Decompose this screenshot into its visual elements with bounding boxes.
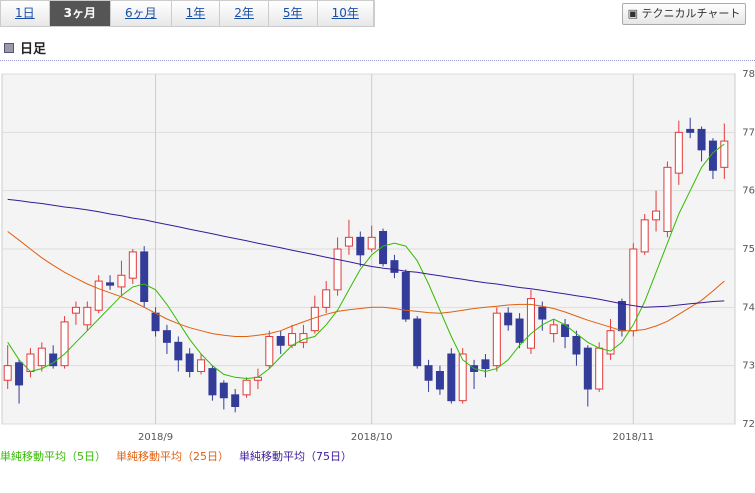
moving-average-line	[7, 143, 725, 380]
technical-chart-button[interactable]: ▣ テクニカルチャート	[622, 3, 746, 25]
candle-body	[174, 341, 183, 361]
candle-body	[515, 318, 524, 343]
candle-body	[219, 382, 228, 399]
candle-body	[333, 248, 342, 291]
candle-body	[117, 274, 126, 288]
candle-body	[640, 219, 649, 253]
candle-body	[151, 312, 160, 332]
candle-body	[583, 347, 592, 390]
candle-body	[208, 368, 217, 396]
candle-body	[83, 306, 92, 326]
y-tick-label: 77	[742, 127, 755, 138]
candle-body	[674, 131, 683, 174]
candle-body	[708, 140, 717, 171]
period-tab[interactable]: 6ヶ月	[111, 1, 172, 26]
period-tab[interactable]: 10年	[317, 1, 374, 26]
candle-body	[71, 306, 80, 314]
moving-average-line	[7, 231, 725, 337]
x-tick-label: 2018/11	[613, 432, 655, 443]
candle-body	[197, 359, 206, 373]
candle-body	[379, 231, 388, 265]
period-tabs: 1日 3ヶ月 6ヶ月 1年 2年 5年 10年	[0, 0, 375, 27]
candle-body	[492, 312, 501, 367]
candle-body	[367, 236, 376, 250]
y-tick-label: 76	[742, 186, 755, 197]
candle-body	[128, 251, 137, 279]
candle-body	[15, 362, 24, 386]
y-tick-label: 74	[742, 302, 755, 313]
candle-body	[322, 289, 331, 308]
moving-average-line	[7, 198, 725, 308]
candle-body	[697, 128, 706, 151]
candle-body	[538, 306, 547, 320]
y-tick-label: 78	[742, 69, 755, 80]
candle-body	[106, 282, 115, 286]
candle-body	[720, 140, 729, 168]
candle-body	[60, 321, 69, 367]
period-tab[interactable]: 1日	[1, 1, 50, 26]
candle-body	[185, 353, 194, 372]
period-tab[interactable]: 1年	[171, 1, 221, 26]
candle-body	[242, 379, 251, 396]
candle-body	[3, 365, 12, 381]
candle-body	[231, 394, 240, 408]
candle-body	[435, 371, 444, 390]
candle-body	[276, 336, 285, 346]
candle-body	[94, 280, 103, 311]
y-tick-label: 72	[742, 419, 755, 430]
y-tick-label: 73	[742, 361, 755, 372]
candle-body	[686, 128, 695, 133]
candle-body	[447, 353, 456, 402]
candle-body	[424, 365, 433, 381]
divider	[0, 60, 755, 61]
legend-entry: 単純移動平均（25日）	[116, 449, 229, 463]
candle-body	[549, 324, 558, 335]
candle-body	[652, 210, 661, 221]
candle-body	[140, 251, 149, 303]
button-label: テクニカルチャート	[641, 7, 741, 20]
period-tab[interactable]: 2年	[220, 1, 269, 26]
candle-body	[481, 359, 490, 370]
candle-body	[299, 333, 308, 343]
candle-body	[37, 347, 46, 367]
candle-body	[595, 347, 604, 390]
candle-body	[526, 298, 535, 349]
candle-body	[572, 336, 581, 355]
candle-body	[663, 166, 672, 232]
candle-body	[390, 260, 399, 273]
candle-body	[504, 312, 513, 326]
candle-body	[606, 330, 615, 355]
candle-body	[265, 336, 274, 367]
candle-body	[356, 236, 365, 256]
x-tick-label: 2018/9	[138, 432, 173, 443]
legend-entry: 単純移動平均（75日）	[239, 449, 352, 463]
x-tick-label: 2018/10	[351, 432, 393, 443]
candle-body	[458, 353, 467, 402]
period-tab[interactable]: 3ヶ月	[49, 1, 111, 26]
period-tab[interactable]: 5年	[268, 1, 318, 26]
candle-body	[629, 248, 638, 332]
legend-entry: 単純移動平均（5日）	[0, 449, 106, 463]
y-tick-label: 75	[742, 244, 755, 255]
candle-body	[162, 330, 171, 343]
candle-body	[344, 236, 353, 247]
section-title-text: 日足	[20, 42, 47, 57]
candle-body	[413, 318, 422, 367]
section-title: 日足	[4, 38, 46, 57]
candle-body	[617, 301, 626, 332]
candle-body	[401, 271, 410, 320]
